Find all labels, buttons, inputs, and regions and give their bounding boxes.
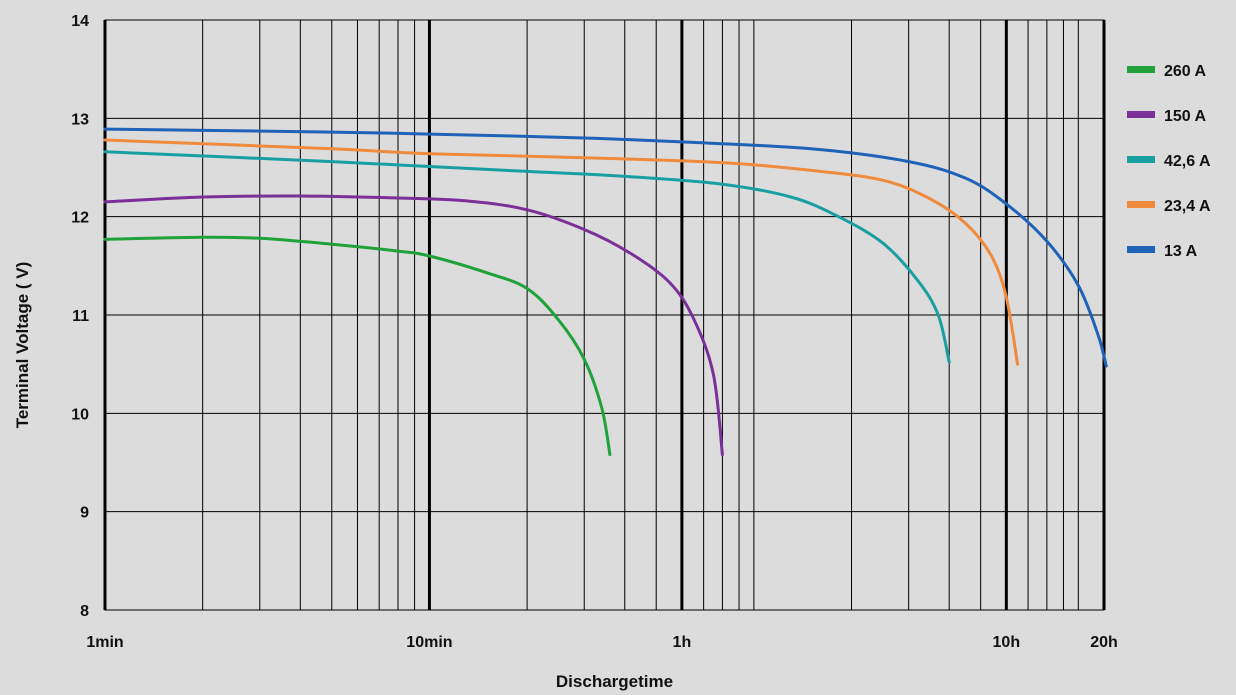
legend-swatch (1127, 111, 1155, 118)
x-axis-label: Dischargetime (556, 672, 673, 691)
series-line (103, 235, 612, 457)
legend-label: 13 A (1164, 243, 1198, 260)
legend-swatch (1127, 246, 1155, 253)
y-tick-label: 11 (72, 308, 89, 325)
x-tick-label: 10min (406, 634, 452, 651)
y-tick-label: 9 (80, 505, 89, 522)
legend-swatch (1127, 156, 1155, 163)
series-line (103, 138, 1020, 366)
legend: 260 A 150 A 42,6 A 23,4 A 13 A (1127, 63, 1211, 260)
legend-swatch (1127, 201, 1155, 208)
y-tick-label: 14 (71, 13, 89, 30)
y-axis-label: Terminal Voltage ( V) (13, 262, 32, 429)
series-line (103, 150, 951, 364)
legend-label: 150 A (1164, 108, 1207, 125)
x-tick-label: 10h (993, 634, 1021, 651)
legend-label: 23,4 A (1164, 198, 1211, 215)
x-tick-label: 1h (673, 634, 692, 651)
legend-label: 260 A (1164, 63, 1207, 80)
legend-swatch (1127, 66, 1155, 73)
series-line (103, 194, 724, 457)
y-tick-label: 12 (71, 210, 89, 227)
y-tick-label: 8 (80, 603, 89, 620)
tick-labels: 8 9 10 11 12 13 14 1min 10min 1h 10h 20h (71, 13, 1118, 651)
x-tick-label: 1min (86, 634, 123, 651)
x-tick-label: 20h (1090, 634, 1118, 651)
y-tick-label: 13 (71, 111, 89, 128)
legend-label: 42,6 A (1164, 153, 1211, 170)
series-lines (103, 127, 1108, 457)
series-line (103, 127, 1108, 368)
y-tick-label: 10 (71, 406, 89, 423)
